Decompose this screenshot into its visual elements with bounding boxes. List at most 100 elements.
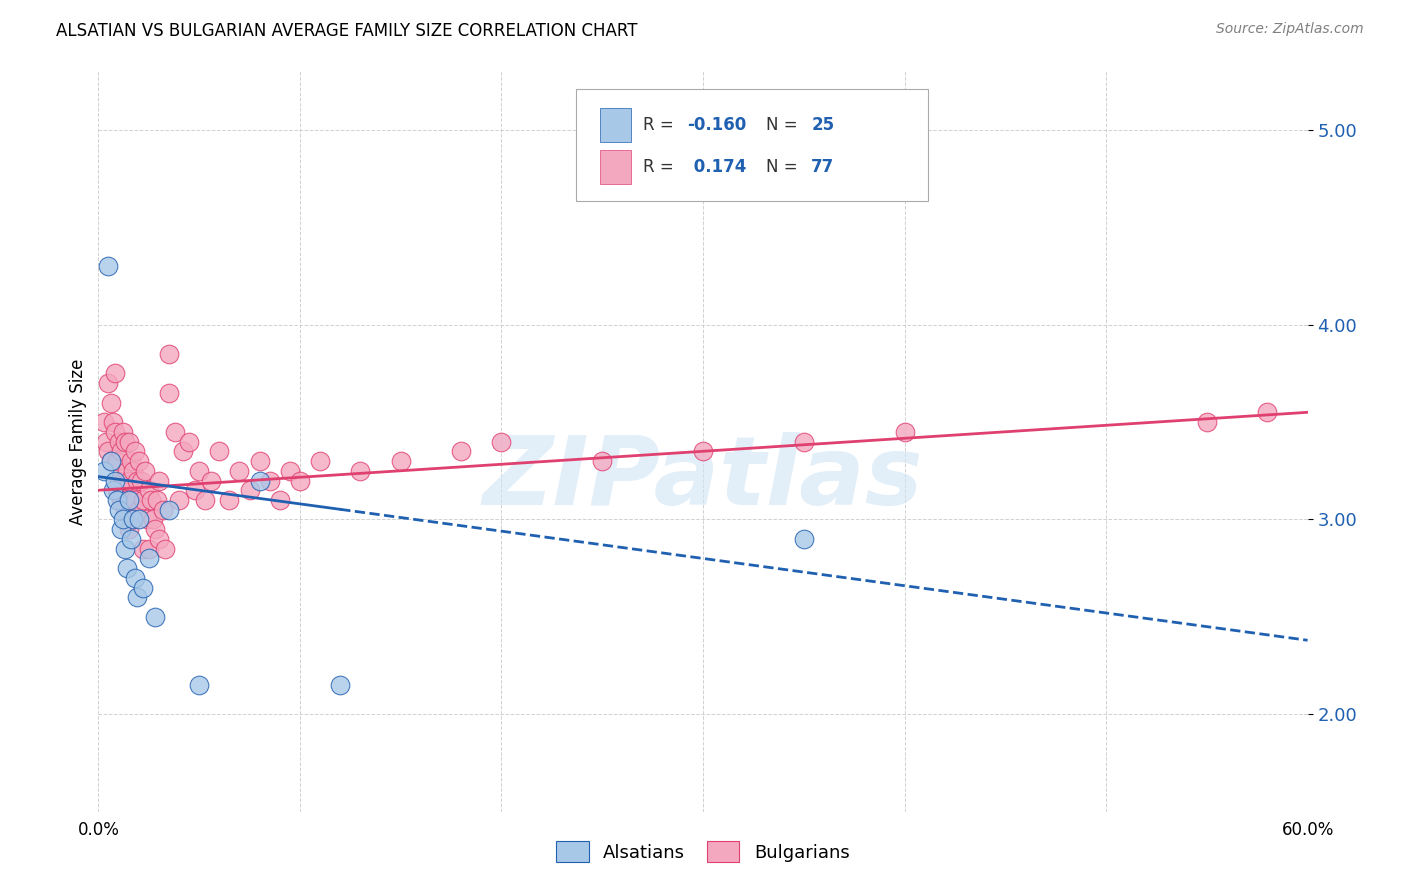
Text: Source: ZipAtlas.com: Source: ZipAtlas.com	[1216, 22, 1364, 37]
Point	[103, 367, 125, 381]
Point	[121, 512, 143, 526]
Point	[793, 532, 815, 546]
Text: R =: R =	[643, 158, 679, 176]
Point	[134, 464, 156, 478]
Point	[450, 444, 472, 458]
Point	[100, 454, 122, 468]
Point	[143, 522, 166, 536]
Point	[110, 493, 132, 508]
Point	[1256, 405, 1278, 419]
Point	[157, 502, 180, 516]
Point	[148, 474, 170, 488]
Point	[96, 434, 118, 449]
Point	[118, 493, 141, 508]
Point	[121, 512, 143, 526]
Point	[107, 502, 129, 516]
Point	[125, 591, 148, 605]
Point	[111, 425, 134, 439]
Point	[200, 474, 222, 488]
Point	[128, 512, 150, 526]
Point	[188, 464, 211, 478]
Point	[194, 493, 217, 508]
Text: -0.160: -0.160	[688, 116, 747, 134]
Point	[101, 415, 124, 429]
Point	[157, 385, 180, 400]
Point	[249, 454, 271, 468]
Point	[97, 444, 120, 458]
Point	[107, 474, 129, 488]
Point	[793, 434, 815, 449]
Point	[152, 502, 174, 516]
Text: 77: 77	[811, 158, 835, 176]
Point	[105, 454, 128, 468]
Point	[115, 464, 138, 478]
Text: N =: N =	[766, 116, 803, 134]
Point	[121, 464, 143, 478]
Point	[110, 522, 132, 536]
Point	[491, 434, 513, 449]
Point	[692, 444, 714, 458]
Point	[349, 464, 371, 478]
Point	[142, 512, 165, 526]
Text: 0.174: 0.174	[688, 158, 747, 176]
Point	[128, 502, 150, 516]
Point	[143, 610, 166, 624]
Point	[893, 425, 915, 439]
Text: ALSATIAN VS BULGARIAN AVERAGE FAMILY SIZE CORRELATION CHART: ALSATIAN VS BULGARIAN AVERAGE FAMILY SIZ…	[56, 22, 638, 40]
Point	[146, 493, 169, 508]
Point	[148, 532, 170, 546]
Point	[100, 395, 122, 409]
Point	[184, 483, 207, 498]
Point	[93, 415, 115, 429]
Point	[132, 541, 155, 556]
Point	[110, 444, 132, 458]
Point	[120, 454, 142, 468]
Point	[118, 522, 141, 536]
Point	[228, 464, 250, 478]
Point	[115, 561, 138, 575]
Point	[114, 502, 136, 516]
Point	[120, 493, 142, 508]
Point	[120, 532, 142, 546]
Point	[105, 483, 128, 498]
Point	[138, 541, 160, 556]
Point	[111, 512, 134, 526]
Point	[288, 474, 311, 488]
Point	[218, 493, 240, 508]
Point	[249, 474, 271, 488]
Point	[132, 493, 155, 508]
Point	[278, 464, 301, 478]
Legend: Alsatians, Bulgarians: Alsatians, Bulgarians	[550, 834, 856, 870]
Point	[129, 474, 152, 488]
Point	[125, 474, 148, 488]
Point	[124, 444, 146, 458]
Point	[329, 678, 352, 692]
Point	[157, 347, 180, 361]
Point	[105, 493, 128, 508]
Point	[1195, 415, 1218, 429]
Point	[111, 474, 134, 488]
Text: N =: N =	[766, 158, 803, 176]
Point	[93, 464, 115, 478]
Point	[107, 434, 129, 449]
Point	[132, 581, 155, 595]
Point	[389, 454, 412, 468]
Y-axis label: Average Family Size: Average Family Size	[69, 359, 87, 524]
Point	[118, 434, 141, 449]
Point	[163, 425, 186, 439]
Point	[138, 483, 160, 498]
Point	[135, 512, 157, 526]
Point	[114, 434, 136, 449]
Point	[259, 474, 281, 488]
Point	[128, 454, 150, 468]
Point	[138, 551, 160, 566]
Point	[124, 571, 146, 585]
Text: 25: 25	[811, 116, 834, 134]
Point	[103, 425, 125, 439]
Point	[97, 376, 120, 390]
Point	[188, 678, 211, 692]
Text: ZIPatlas: ZIPatlas	[482, 432, 924, 525]
Point	[101, 483, 124, 498]
Point	[591, 454, 613, 468]
Point	[118, 474, 141, 488]
